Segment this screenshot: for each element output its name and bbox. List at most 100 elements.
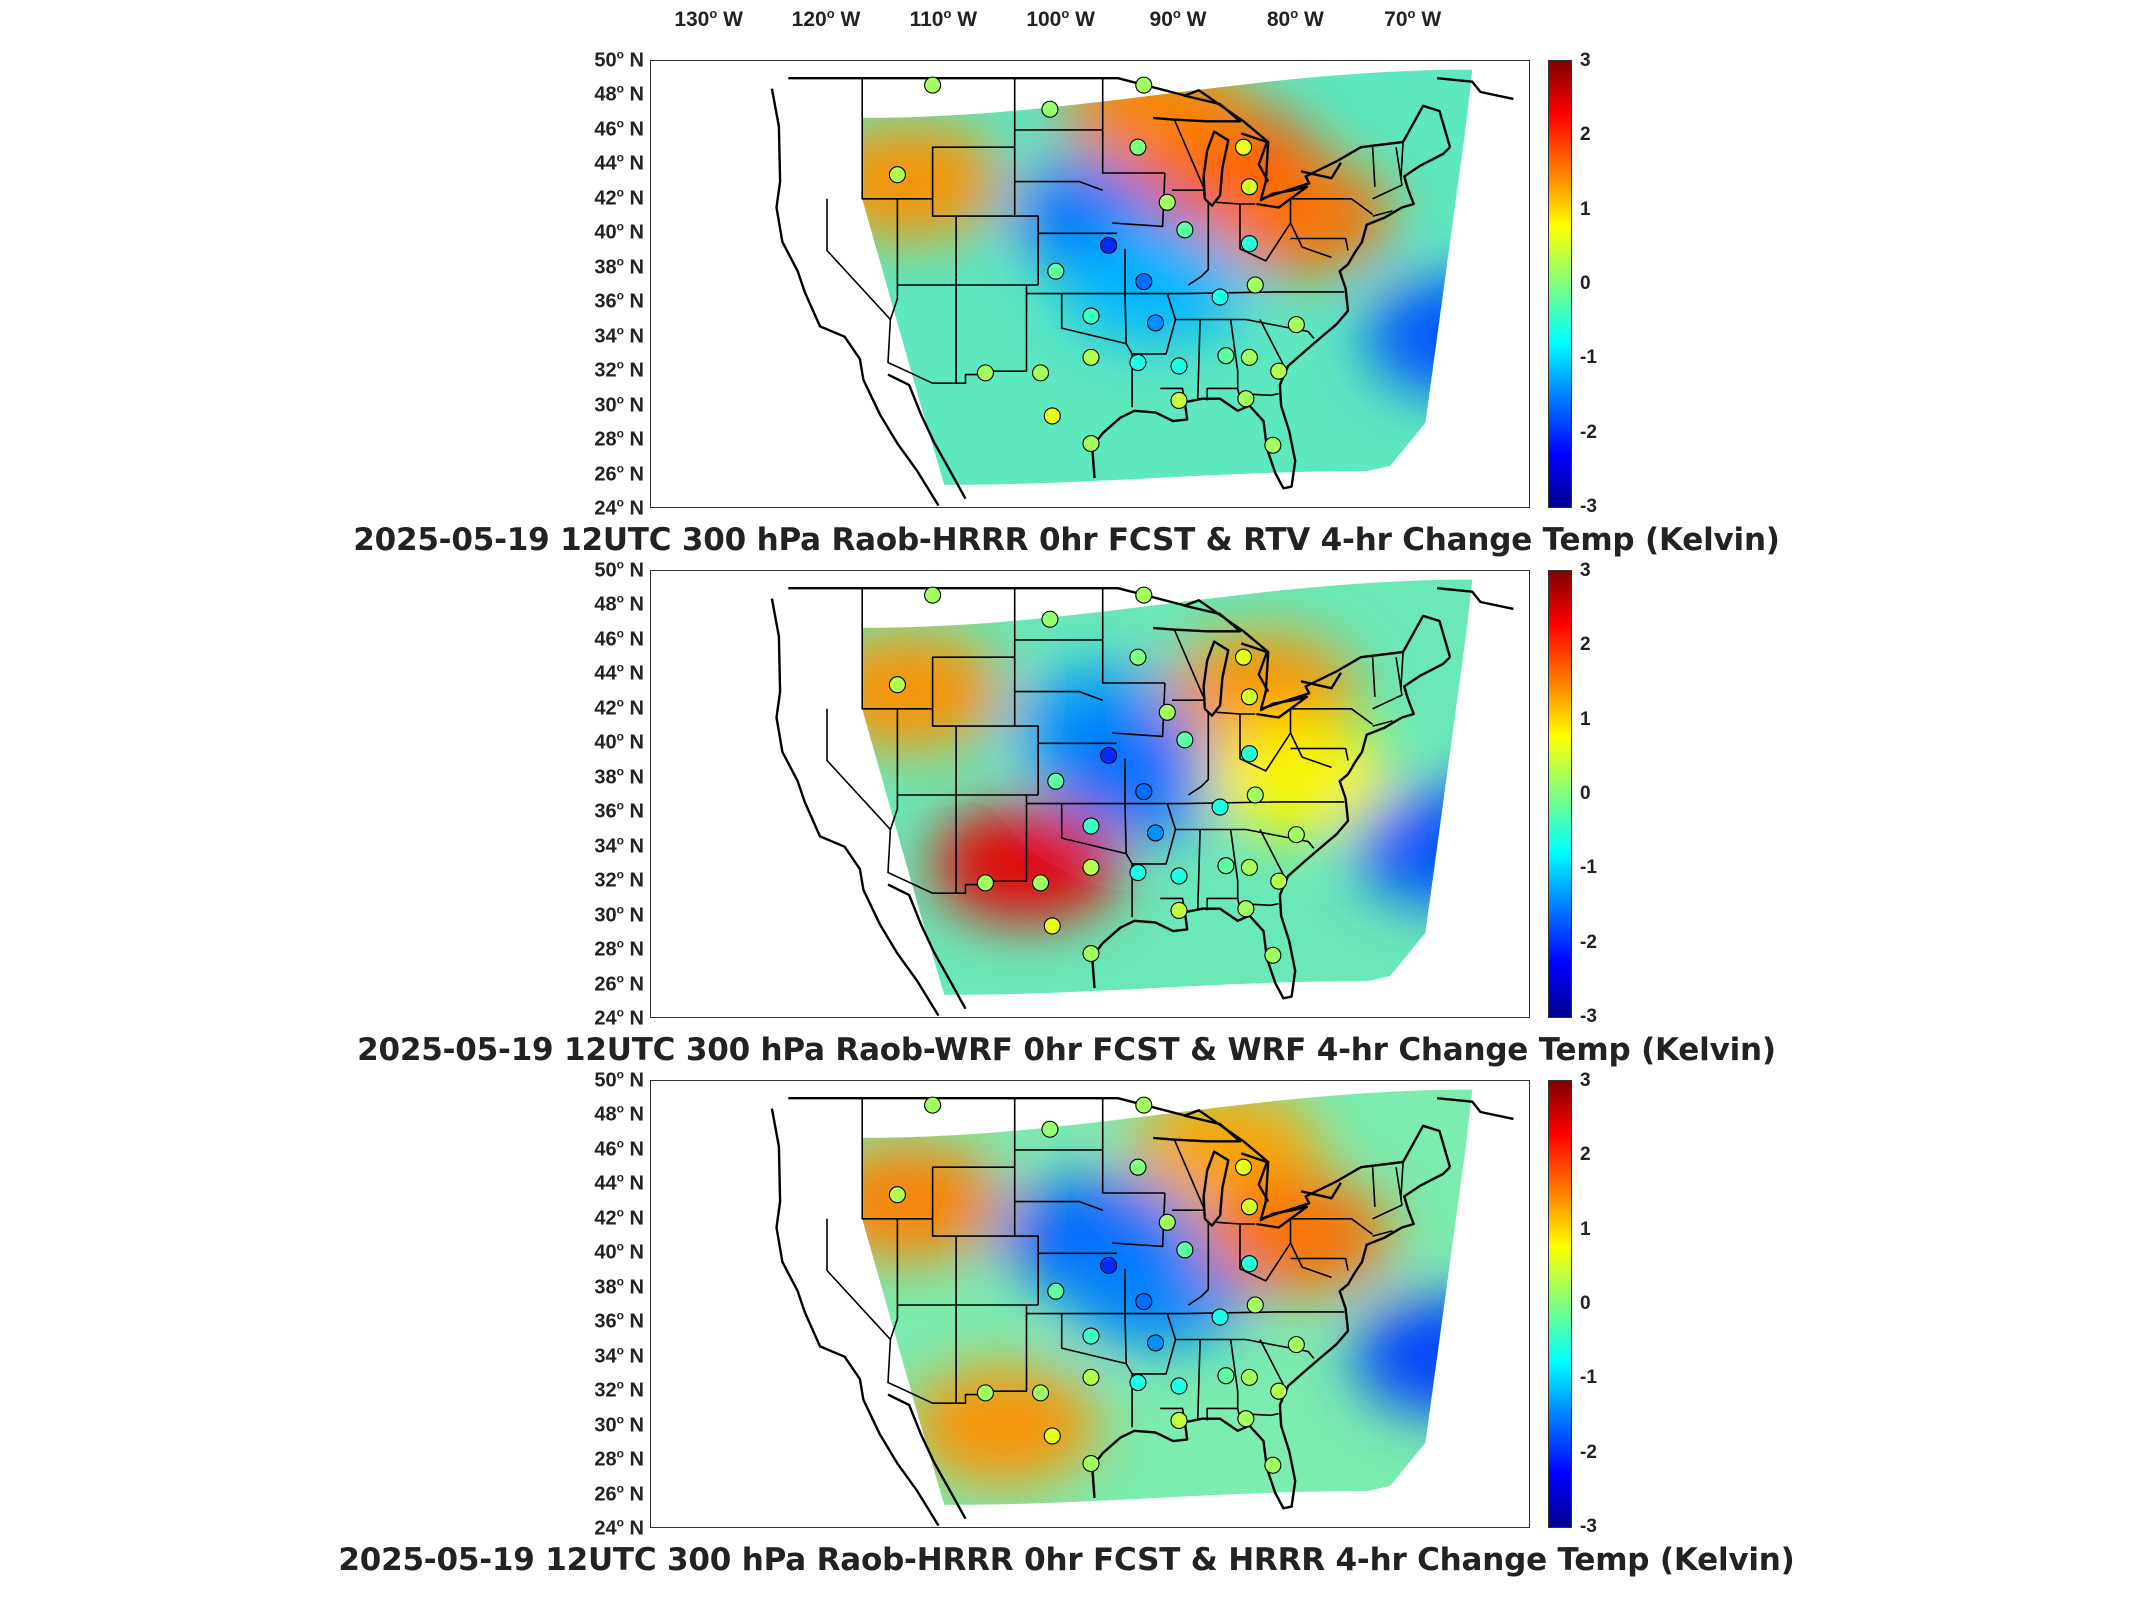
raob-station-marker[interactable] xyxy=(888,166,906,184)
raob-station-marker[interactable] xyxy=(1240,1368,1258,1386)
raob-station-marker[interactable] xyxy=(1082,817,1100,835)
raob-station-marker[interactable] xyxy=(1135,586,1153,604)
raob-station-marker[interactable] xyxy=(1158,193,1176,211)
raob-station-marker[interactable] xyxy=(1211,288,1229,306)
raob-station-marker[interactable] xyxy=(1082,858,1100,876)
raob-station-marker[interactable] xyxy=(1264,946,1282,964)
raob-station-marker[interactable] xyxy=(1176,221,1194,239)
raob-station-marker[interactable] xyxy=(1264,1456,1282,1474)
anomaly-region xyxy=(862,1141,1005,1262)
raob-station-marker[interactable] xyxy=(976,364,994,382)
raob-station-marker[interactable] xyxy=(976,874,994,892)
raob-station-marker[interactable] xyxy=(1246,1296,1264,1314)
raob-station-marker[interactable] xyxy=(1135,1096,1153,1114)
raob-station-marker[interactable] xyxy=(1211,798,1229,816)
raob-station-marker[interactable] xyxy=(1270,1382,1288,1400)
raob-station-marker[interactable] xyxy=(1082,348,1100,366)
raob-station-marker[interactable] xyxy=(1129,1158,1147,1176)
raob-station-marker[interactable] xyxy=(1217,347,1235,365)
raob-station-marker[interactable] xyxy=(1158,1213,1176,1231)
raob-station-marker[interactable] xyxy=(1100,746,1118,764)
raob-station-marker[interactable] xyxy=(1041,1120,1059,1138)
raob-station-marker[interactable] xyxy=(1170,357,1188,375)
raob-station-marker[interactable] xyxy=(1041,100,1059,118)
raob-station-marker[interactable] xyxy=(1240,745,1258,763)
raob-station-marker[interactable] xyxy=(924,586,942,604)
raob-station-marker[interactable] xyxy=(1264,436,1282,454)
raob-station-marker[interactable] xyxy=(1240,1255,1258,1273)
raob-station-marker[interactable] xyxy=(1211,1308,1229,1326)
raob-station-marker[interactable] xyxy=(1047,772,1065,790)
raob-station-marker[interactable] xyxy=(1158,703,1176,721)
raob-station-marker[interactable] xyxy=(1176,731,1194,749)
raob-station-marker[interactable] xyxy=(1234,138,1253,156)
raob-station-marker[interactable] xyxy=(1170,391,1188,409)
raob-station-marker[interactable] xyxy=(924,76,942,94)
raob-station-marker[interactable] xyxy=(1043,917,1061,935)
raob-station-marker[interactable] xyxy=(1246,786,1264,804)
raob-station-marker[interactable] xyxy=(976,1384,994,1402)
raob-station-marker[interactable] xyxy=(1129,1373,1147,1392)
raob-station-marker[interactable] xyxy=(1170,1377,1188,1395)
raob-station-marker[interactable] xyxy=(1082,944,1100,963)
raob-station-marker[interactable] xyxy=(1240,858,1258,876)
raob-station-marker[interactable] xyxy=(1082,1327,1100,1345)
raob-station-marker[interactable] xyxy=(1237,390,1255,408)
raob-station-marker[interactable] xyxy=(1135,76,1153,94)
raob-station-marker[interactable] xyxy=(1129,648,1147,666)
raob-station-marker[interactable] xyxy=(1031,874,1050,892)
raob-station-marker[interactable] xyxy=(1237,1410,1255,1428)
raob-station-marker[interactable] xyxy=(1082,1368,1100,1386)
raob-station-marker[interactable] xyxy=(1100,236,1118,254)
raob-station-marker[interactable] xyxy=(888,1186,906,1204)
raob-station-marker[interactable] xyxy=(1129,138,1147,156)
temperature-map-1[interactable] xyxy=(650,60,1530,508)
raob-station-marker[interactable] xyxy=(1240,235,1258,253)
raob-station-marker[interactable] xyxy=(1217,857,1235,875)
raob-station-marker[interactable] xyxy=(1135,273,1153,291)
raob-station-marker[interactable] xyxy=(1043,407,1061,425)
raob-station-marker[interactable] xyxy=(1270,872,1288,890)
raob-station-marker[interactable] xyxy=(1287,1336,1305,1354)
raob-station-marker[interactable] xyxy=(1217,1367,1235,1385)
raob-station-marker[interactable] xyxy=(1031,1384,1050,1402)
raob-station-marker[interactable] xyxy=(1041,610,1059,628)
raob-station-marker[interactable] xyxy=(1246,276,1264,294)
raob-station-marker[interactable] xyxy=(1146,824,1165,842)
raob-station-marker[interactable] xyxy=(1240,178,1258,196)
raob-station-marker[interactable] xyxy=(1100,1256,1118,1274)
raob-station-marker[interactable] xyxy=(1082,1454,1100,1473)
state-boundary xyxy=(1197,829,1201,909)
temperature-map-2[interactable] xyxy=(650,570,1530,1018)
raob-station-marker[interactable] xyxy=(1170,1411,1188,1429)
raob-station-marker[interactable] xyxy=(1146,314,1165,332)
raob-station-marker[interactable] xyxy=(1234,1158,1253,1176)
raob-station-marker[interactable] xyxy=(1043,1427,1061,1445)
raob-station-marker[interactable] xyxy=(1176,1241,1194,1259)
raob-station-marker[interactable] xyxy=(1270,362,1288,380)
raob-station-marker[interactable] xyxy=(1234,648,1253,666)
raob-station-marker[interactable] xyxy=(1031,364,1050,382)
raob-station-marker[interactable] xyxy=(1170,867,1188,885)
temperature-map-3[interactable] xyxy=(650,1080,1530,1528)
raob-station-marker[interactable] xyxy=(888,676,906,694)
raob-station-marker[interactable] xyxy=(1240,1198,1258,1216)
raob-station-marker[interactable] xyxy=(1237,900,1255,918)
raob-station-marker[interactable] xyxy=(1082,307,1100,325)
raob-station-marker[interactable] xyxy=(1287,826,1305,844)
raob-station-marker[interactable] xyxy=(1082,434,1100,453)
raob-station-marker[interactable] xyxy=(1135,783,1153,801)
colorbar-tick-label: 3 xyxy=(1580,1070,1591,1091)
raob-station-marker[interactable] xyxy=(1146,1334,1165,1352)
raob-station-marker[interactable] xyxy=(1170,901,1188,919)
raob-station-marker[interactable] xyxy=(1129,863,1147,882)
raob-station-marker[interactable] xyxy=(924,1096,942,1114)
raob-station-marker[interactable] xyxy=(1287,316,1305,334)
raob-station-marker[interactable] xyxy=(1047,1282,1065,1300)
raob-station-marker[interactable] xyxy=(1135,1293,1153,1311)
raob-station-marker[interactable] xyxy=(1129,353,1147,372)
raob-station-marker[interactable] xyxy=(1240,688,1258,706)
raob-station-marker[interactable] xyxy=(1047,262,1065,280)
latitude-axis: 50o N 48o N 46o N 44o N 42o N 40o N 38o N 36o N… xyxy=(560,558,644,1030)
raob-station-marker[interactable] xyxy=(1240,348,1258,366)
